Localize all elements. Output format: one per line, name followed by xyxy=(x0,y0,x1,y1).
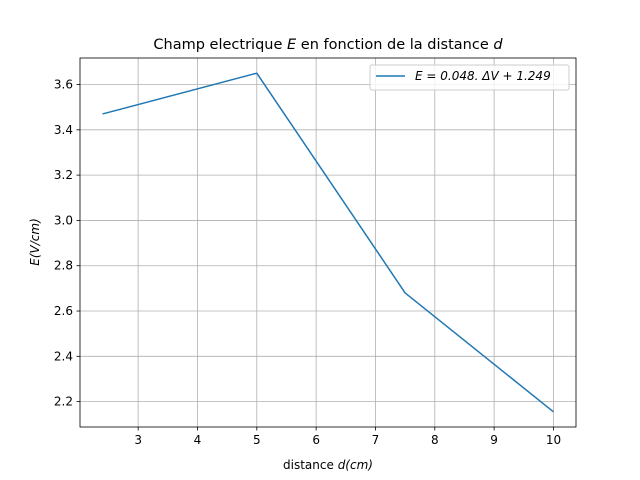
series-line xyxy=(102,72,554,413)
x-tick-label: 8 xyxy=(431,433,439,447)
y-tick-label: 2.4 xyxy=(54,349,73,363)
y-tick-label: 3.2 xyxy=(54,168,73,182)
y-tick-label: 3.0 xyxy=(54,213,73,227)
y-tick-label: 3.4 xyxy=(54,123,73,137)
y-tick-label: 2.6 xyxy=(54,304,73,318)
series-layer xyxy=(102,72,554,413)
x-tick-label: 3 xyxy=(134,433,142,447)
x-tick-label: 9 xyxy=(490,433,498,447)
chart-title: Champ electrique E en fonction de la dis… xyxy=(153,37,503,53)
legend-box xyxy=(369,64,570,91)
legend: E = 0.048. ΔV + 1.249 xyxy=(369,64,570,91)
y-tick-label: 3.6 xyxy=(54,78,73,92)
x-tick-label: 5 xyxy=(253,433,261,447)
y-axis-label: E(V/cm) xyxy=(28,218,42,265)
x-axis-label: distance d(cm) xyxy=(283,458,373,472)
grid-layer xyxy=(80,58,576,427)
x-tick-label: 10 xyxy=(546,433,561,447)
ticks-layer: 3 4 5 6 7 8 9 10 2.2 2.4 2.6 2.8 3.0 3.2 3.4 3.6 xyxy=(54,78,561,447)
x-tick-label: 4 xyxy=(194,433,202,447)
x-tick-label: 7 xyxy=(372,433,380,447)
legend-label: E = 0.048. ΔV + 1.249 xyxy=(415,69,551,83)
y-tick-label: 2.8 xyxy=(54,259,73,273)
y-tick-label: 2.2 xyxy=(54,395,73,409)
x-tick-label: 6 xyxy=(312,433,320,447)
plot-frame xyxy=(79,57,577,428)
